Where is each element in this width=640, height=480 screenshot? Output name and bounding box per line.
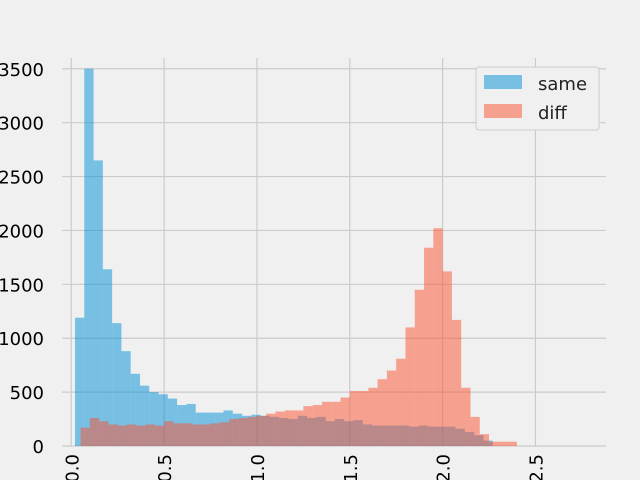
bar-diff	[182, 423, 192, 446]
bar-same	[158, 394, 168, 446]
bar-diff	[136, 425, 146, 446]
x-tick-label: 2.5	[526, 454, 547, 480]
legend-swatch-same	[484, 75, 522, 89]
bar-diff	[498, 441, 508, 446]
bar-diff	[210, 423, 220, 446]
y-axis-tick-labels: 0 500 1000 1500 2000 2500 3000 3500	[0, 60, 44, 458]
bar-diff	[89, 417, 100, 446]
bar-same	[93, 160, 103, 446]
bar-same	[84, 68, 94, 447]
bar-diff	[266, 413, 276, 446]
bar-same	[102, 269, 113, 446]
bar-same	[139, 385, 150, 446]
bar-diff	[414, 289, 425, 446]
bar-diff	[99, 421, 109, 446]
bar-diff	[80, 427, 90, 446]
y-tick-label: 1500	[0, 275, 44, 296]
x-axis-tick-labels: 0.0 0.5 1.0 1.5 2.0 2.5	[62, 454, 547, 480]
bar-diff	[386, 370, 397, 446]
legend-swatch-diff	[484, 104, 522, 118]
bar-same	[130, 373, 140, 446]
bar-diff	[275, 411, 285, 446]
legend-label-same: same	[538, 74, 587, 95]
bar-diff	[340, 397, 350, 446]
x-tick-label: 0.5	[155, 454, 176, 480]
legend: same diff	[475, 66, 600, 131]
y-tick-label: 0	[33, 437, 44, 458]
bar-diff	[191, 424, 202, 446]
bar-same	[121, 351, 131, 446]
bar-diff	[377, 379, 387, 446]
bar-diff	[312, 405, 322, 446]
x-tick-label: 2.0	[434, 454, 455, 480]
bar-diff	[229, 419, 239, 446]
bar-same	[112, 323, 122, 446]
bar-diff	[145, 424, 155, 446]
y-tick-label: 3000	[0, 114, 44, 135]
x-tick-label: 0.0	[62, 454, 83, 480]
bar-diff	[479, 434, 490, 446]
bar-diff	[368, 387, 378, 446]
bar-diff	[219, 422, 230, 446]
y-tick-label: 2000	[0, 221, 44, 242]
bar-diff	[489, 441, 499, 446]
bar-diff	[303, 406, 313, 446]
bar-diff	[507, 441, 517, 446]
x-tick-label: 1.5	[341, 454, 362, 480]
bar-diff	[359, 391, 369, 446]
bar-diff	[451, 319, 462, 446]
bar-diff	[173, 423, 183, 446]
bar-diff	[294, 410, 304, 446]
bar-diff	[154, 425, 165, 446]
bar-diff	[108, 424, 118, 446]
y-tick-label: 1000	[0, 329, 44, 350]
series-diff-bars	[80, 228, 517, 446]
bar-diff	[461, 387, 471, 446]
y-tick-label: 3500	[0, 60, 44, 81]
bar-same	[149, 392, 159, 446]
x-tick-label: 1.0	[248, 454, 269, 480]
bar-diff	[321, 401, 332, 446]
bar-diff	[331, 401, 341, 446]
bar-diff	[284, 410, 295, 446]
y-tick-label: 500	[10, 383, 44, 404]
bar-diff	[117, 425, 127, 446]
legend-label-diff: diff	[538, 103, 567, 124]
bar-diff	[238, 417, 248, 446]
bar-diff	[405, 327, 415, 446]
bar-diff	[164, 421, 174, 446]
bar-diff	[470, 416, 480, 446]
bar-diff	[201, 424, 211, 446]
bar-diff	[126, 424, 137, 446]
bar-diff	[424, 247, 434, 446]
bar-diff	[256, 415, 267, 446]
bar-same	[74, 317, 85, 446]
y-tick-label: 2500	[0, 168, 44, 189]
bar-diff	[247, 416, 257, 446]
bar-diff	[349, 391, 360, 446]
bar-diff	[433, 228, 443, 446]
bar-diff	[442, 271, 452, 446]
bar-diff	[396, 358, 406, 446]
